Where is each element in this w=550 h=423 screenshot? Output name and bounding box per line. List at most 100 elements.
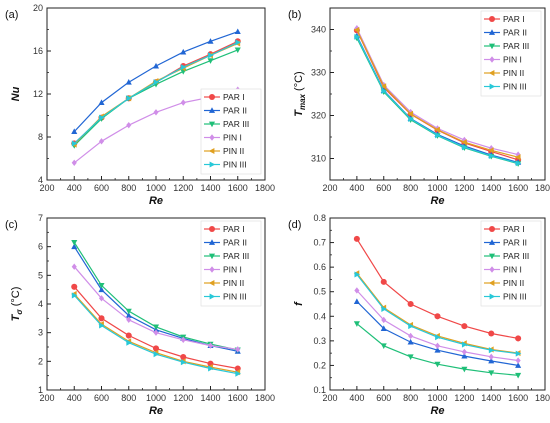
legend-entry: PAR I (223, 92, 245, 102)
data-point (99, 322, 105, 329)
legend-marker (208, 107, 216, 113)
x-tick-label: 800 (403, 393, 418, 403)
legend: PAR I PAR II PAR III PIN I PIN II PIN III (480, 220, 542, 307)
data-point (488, 152, 495, 159)
panel-label: (b) (288, 9, 301, 21)
data-point (153, 109, 159, 116)
legend-entry: PAR II (223, 238, 247, 248)
legend-marker (208, 253, 216, 260)
data-point (71, 263, 77, 270)
series-par-i (71, 283, 241, 372)
data-point (71, 159, 77, 166)
legend-entry: PIN II (223, 278, 244, 288)
data-point (488, 330, 495, 337)
data-point (152, 345, 160, 352)
x-tick-label: 1200 (454, 183, 474, 193)
x-tick-label: 1400 (481, 183, 501, 193)
data-point (461, 348, 467, 356)
data-point (461, 341, 468, 348)
data-point (98, 295, 105, 302)
legend-marker (209, 134, 215, 141)
data-point (380, 343, 387, 349)
legend-marker (208, 225, 216, 233)
y-tick-label: 320 (311, 111, 326, 121)
x-tick-label: 1800 (255, 393, 275, 403)
x-axis-title: Re (430, 195, 444, 207)
legend: PAR I PAR II PAR III PIN I PIN II PIN III (200, 88, 262, 175)
data-point (407, 354, 414, 361)
data-point (434, 313, 441, 320)
legend-entry: PAR III (503, 41, 529, 51)
y-tick-label: 3 (38, 328, 43, 338)
legend-marker (209, 161, 216, 168)
legend-entry: PAR II (503, 238, 527, 248)
legend-marker (488, 29, 496, 35)
data-point (180, 353, 187, 361)
data-point (208, 52, 214, 59)
data-point (461, 139, 467, 146)
legend-entry: PIN III (503, 82, 527, 92)
panel-label: (a) (5, 9, 18, 21)
data-point (488, 353, 494, 361)
data-point (515, 160, 522, 167)
data-point (515, 335, 522, 342)
data-point (153, 79, 160, 86)
legend-marker (489, 83, 496, 90)
data-point (126, 339, 132, 346)
data-point (153, 329, 159, 336)
data-point (98, 99, 105, 105)
series-par-iii (353, 321, 522, 379)
x-axis-title: Re (149, 195, 163, 207)
data-point (99, 114, 105, 121)
legend-entry: PAR I (223, 224, 245, 234)
legend-marker (489, 293, 496, 300)
series-par-ii (71, 28, 241, 135)
legend-marker (488, 43, 496, 50)
data-point (235, 370, 241, 377)
legend-marker (488, 279, 495, 287)
legend-entry: PIN II (503, 68, 524, 78)
series-par-i (353, 235, 522, 342)
data-point (126, 95, 132, 102)
data-point (125, 78, 132, 85)
x-tick-label: 1400 (200, 183, 220, 193)
data-point (434, 126, 440, 133)
data-point (434, 361, 441, 368)
y-axis-title: Tσ (°C) (10, 287, 24, 322)
y-tick-label: 2 (38, 356, 43, 366)
x-tick-label: 600 (376, 183, 391, 193)
y-axis-title: Nu (10, 86, 22, 101)
data-point (408, 323, 414, 330)
x-tick-label: 400 (349, 393, 364, 403)
y-tick-label: 7 (38, 213, 43, 223)
data-point (180, 359, 187, 366)
chart-panel-1: 200 400 600 800 1000 1200 1400 1600 1800 4 8 12 16 20… (5, 3, 275, 207)
y-tick-label: 330 (311, 68, 326, 78)
data-point (407, 338, 414, 345)
data-point (380, 325, 387, 331)
legend-marker (489, 56, 495, 63)
x-tick-label: 1200 (173, 183, 193, 193)
legend-entry: PIN III (223, 292, 247, 302)
data-point (407, 110, 414, 117)
x-tick-label: 1000 (146, 183, 166, 193)
y-tick-label: 4 (38, 175, 43, 185)
panel-label: (c) (5, 219, 18, 231)
data-point (380, 83, 387, 90)
data-point (488, 357, 495, 364)
legend-marker (488, 253, 496, 260)
y-tick-label: 0.8 (313, 213, 326, 223)
legend-marker (208, 279, 215, 287)
x-tick-label: 400 (67, 183, 82, 193)
y-tick-label: 1 (38, 385, 43, 395)
legend-entry: PAR II (223, 106, 247, 116)
legend-box (480, 220, 542, 307)
series-pin-iii (71, 39, 241, 147)
legend-entry: PIN III (503, 292, 527, 302)
x-tick-label: 400 (67, 393, 82, 403)
x-tick-label: 400 (349, 183, 364, 193)
series-pin-ii (353, 26, 521, 161)
data-point (180, 64, 187, 71)
legend-marker (208, 93, 216, 101)
